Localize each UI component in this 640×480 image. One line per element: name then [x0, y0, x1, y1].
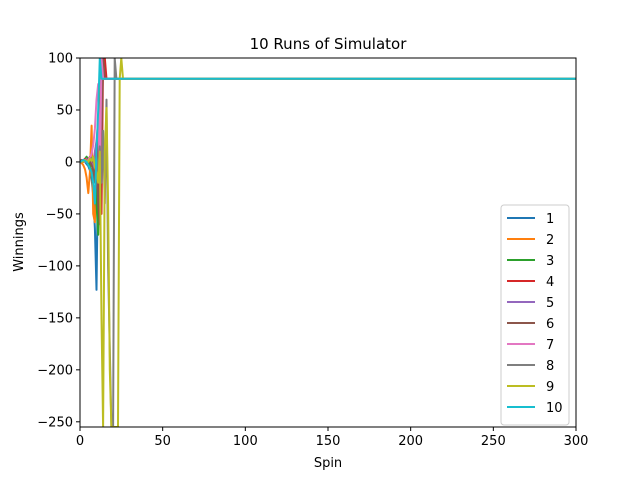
series-line-10 [80, 58, 576, 205]
y-axis-label: Winnings [12, 212, 27, 272]
legend-label-1: 1 [546, 212, 554, 227]
x-tick-label: 250 [481, 434, 506, 449]
legend-label-5: 5 [546, 296, 554, 311]
y-tick-label: 0 [65, 155, 73, 170]
x-tick-label: 100 [233, 434, 258, 449]
legend-label-9: 9 [546, 380, 554, 395]
y-tick-label: −200 [37, 363, 73, 378]
y-tick-label: 100 [48, 52, 73, 67]
x-tick-label: 300 [564, 434, 589, 449]
series-line-9 [80, 58, 576, 427]
series-layer [80, 58, 576, 427]
legend-label-6: 6 [546, 317, 554, 332]
x-tick-label: 200 [398, 434, 423, 449]
series-line-5 [80, 58, 576, 170]
legend-label-8: 8 [546, 359, 554, 374]
legend-label-4: 4 [546, 275, 554, 290]
legend-label-10: 10 [546, 401, 563, 416]
y-tick-label: 50 [56, 103, 73, 118]
x-tick-label: 0 [76, 434, 84, 449]
series-line-6 [80, 58, 576, 226]
x-tick-label: 50 [154, 434, 171, 449]
legend-label-7: 7 [546, 338, 554, 353]
x-tick-label: 150 [316, 434, 341, 449]
series-line-4 [80, 58, 576, 215]
ticks-layer: 0 50 100 150 200 250 300 −250 −200 −150 −100 −50 0 50… [37, 52, 588, 450]
x-axis-label: Spin [314, 456, 342, 471]
chart-title: 10 Runs of Simulator [250, 35, 408, 53]
series-line-2 [80, 58, 576, 224]
legend-label-2: 2 [546, 233, 554, 248]
series-line-7 [80, 58, 576, 184]
y-tick-label: −100 [37, 259, 73, 274]
legend-label-3: 3 [546, 254, 554, 269]
y-tick-label: −250 [37, 415, 73, 430]
y-tick-label: −50 [46, 207, 73, 222]
legend: 1 2 3 4 5 6 7 8 9 10 [500, 204, 570, 426]
y-tick-label: −150 [37, 311, 73, 326]
